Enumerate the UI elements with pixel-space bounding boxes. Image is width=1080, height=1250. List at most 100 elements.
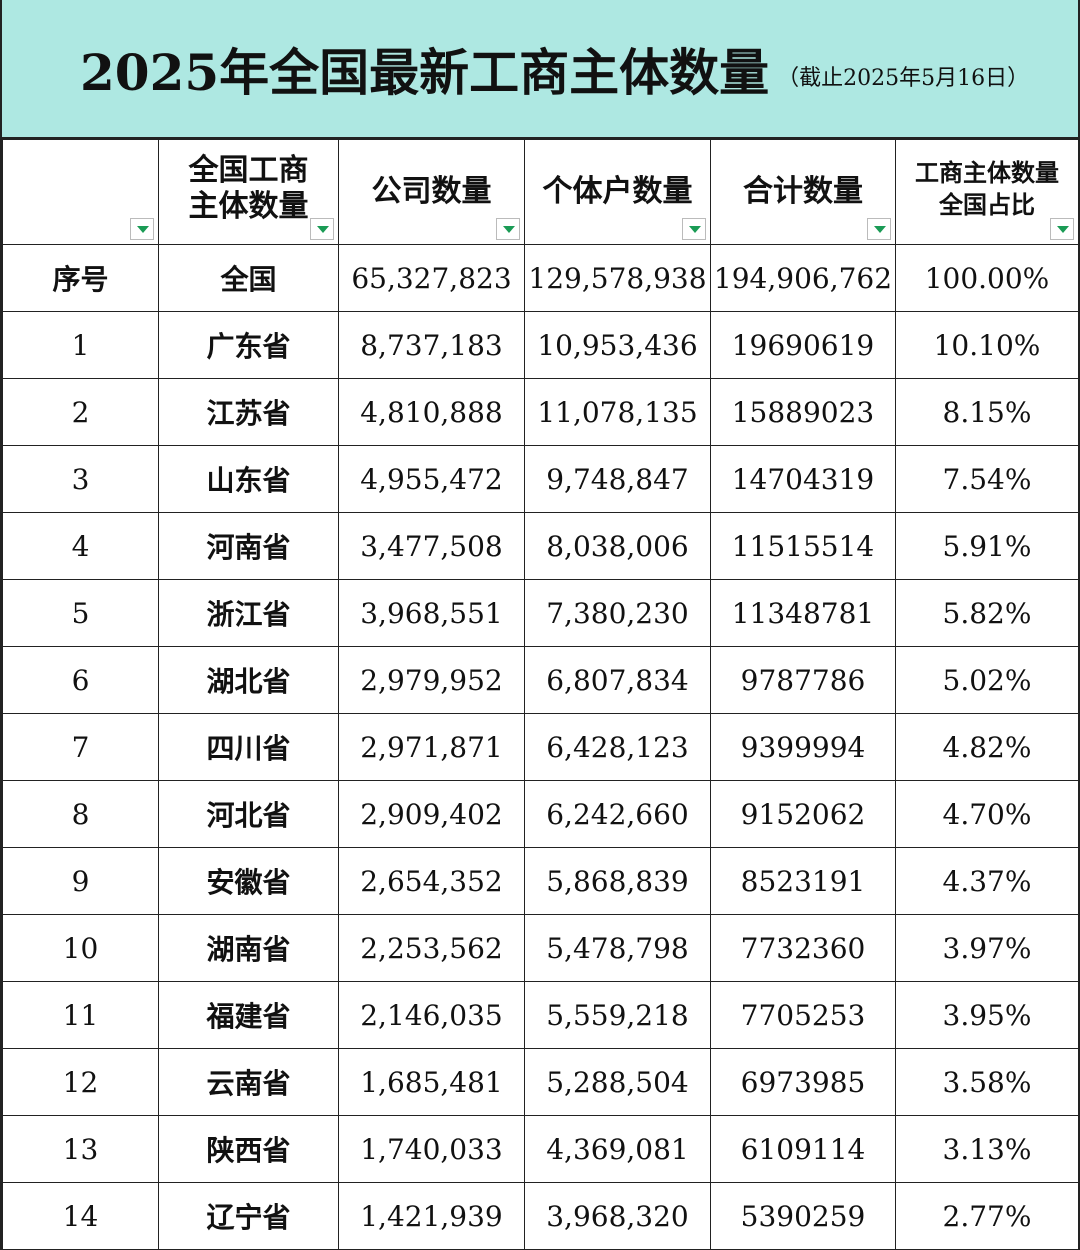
cell-index[interactable]: 10 [2,914,159,982]
cell-companies[interactable]: 2,979,952 [338,646,525,714]
cell-total[interactable]: 6109114 [710,1115,896,1183]
cell-share[interactable]: 8.15% [895,378,1079,446]
cell-share[interactable]: 100.00% [895,244,1079,312]
cell-region[interactable]: 湖北省 [158,646,339,714]
cell-companies[interactable]: 2,146,035 [338,981,525,1049]
cell-companies[interactable]: 1,740,033 [338,1115,525,1183]
filter-dropdown-icon[interactable] [867,218,891,240]
filter-dropdown-icon[interactable] [496,218,520,240]
cell-index[interactable]: 3 [2,445,159,513]
cell-index[interactable]: 序号 [2,244,159,312]
cell-index[interactable]: 6 [2,646,159,714]
cell-individual[interactable]: 3,968,320 [524,1182,711,1250]
cell-share[interactable]: 3.95% [895,981,1079,1049]
cell-total[interactable]: 14704319 [710,445,896,513]
cell-share[interactable]: 5.91% [895,512,1079,580]
cell-companies[interactable]: 1,685,481 [338,1048,525,1116]
cell-individual[interactable]: 5,868,839 [524,847,711,915]
filter-dropdown-icon[interactable] [1050,218,1074,240]
cell-index[interactable]: 1 [2,311,159,379]
cell-companies[interactable]: 4,810,888 [338,378,525,446]
cell-share[interactable]: 5.82% [895,579,1079,647]
cell-region[interactable]: 辽宁省 [158,1182,339,1250]
cell-individual[interactable]: 5,478,798 [524,914,711,982]
cell-index[interactable]: 11 [2,981,159,1049]
cell-index[interactable]: 9 [2,847,159,915]
cell-region[interactable]: 云南省 [158,1048,339,1116]
cell-region[interactable]: 陕西省 [158,1115,339,1183]
header-label: 工商主体数量 [915,158,1059,187]
cell-region[interactable]: 湖南省 [158,914,339,982]
cell-total[interactable]: 11515514 [710,512,896,580]
filter-dropdown-icon[interactable] [130,218,154,240]
cell-total[interactable]: 19690619 [710,311,896,379]
cell-total[interactable]: 6973985 [710,1048,896,1116]
cell-share[interactable]: 2.77% [895,1182,1079,1250]
page-title: 2025年全国最新工商主体数量 [80,42,770,102]
cell-total[interactable]: 15889023 [710,378,896,446]
cell-individual[interactable]: 4,369,081 [524,1115,711,1183]
cell-companies[interactable]: 3,477,508 [338,512,525,580]
cell-companies[interactable]: 1,421,939 [338,1182,525,1250]
cell-region[interactable]: 四川省 [158,713,339,781]
cell-region[interactable]: 广东省 [158,311,339,379]
cell-region[interactable]: 河南省 [158,512,339,580]
table-row-national: 序号 全国 65,327,823 129,578,938 194,906,762 100.… [2,244,1079,312]
cell-companies[interactable]: 2,253,562 [338,914,525,982]
cell-index[interactable]: 5 [2,579,159,647]
cell-total[interactable]: 9399994 [710,713,896,781]
cell-share[interactable]: 4.70% [895,780,1079,848]
cell-share[interactable]: 3.58% [895,1048,1079,1116]
cell-companies[interactable]: 3,968,551 [338,579,525,647]
cell-total[interactable]: 5390259 [710,1182,896,1250]
cell-individual[interactable]: 11,078,135 [524,378,711,446]
cell-companies[interactable]: 2,654,352 [338,847,525,915]
cell-index[interactable]: 4 [2,512,159,580]
title-bar: 2025年全国最新工商主体数量 （截止2025年5月16日） [2,0,1078,139]
cell-region[interactable]: 全国 [158,244,339,312]
cell-companies[interactable]: 65,327,823 [338,244,525,312]
cell-companies[interactable]: 8,737,183 [338,311,525,379]
cell-share[interactable]: 3.97% [895,914,1079,982]
cell-share[interactable]: 5.02% [895,646,1079,714]
cell-region[interactable]: 江苏省 [158,378,339,446]
cell-individual[interactable]: 6,807,834 [524,646,711,714]
cell-index[interactable]: 2 [2,378,159,446]
cell-total[interactable]: 8523191 [710,847,896,915]
cell-region[interactable]: 浙江省 [158,579,339,647]
cell-region[interactable]: 安徽省 [158,847,339,915]
cell-individual[interactable]: 5,559,218 [524,981,711,1049]
cell-companies[interactable]: 2,909,402 [338,780,525,848]
cell-individual[interactable]: 10,953,436 [524,311,711,379]
cell-individual[interactable]: 8,038,006 [524,512,711,580]
cell-individual[interactable]: 129,578,938 [524,244,711,312]
filter-dropdown-icon[interactable] [682,218,706,240]
cell-total[interactable]: 9787786 [710,646,896,714]
cell-individual[interactable]: 7,380,230 [524,579,711,647]
cell-share[interactable]: 4.82% [895,713,1079,781]
cell-total[interactable]: 7705253 [710,981,896,1049]
cell-individual[interactable]: 6,242,660 [524,780,711,848]
cell-individual[interactable]: 5,288,504 [524,1048,711,1116]
cell-share[interactable]: 3.13% [895,1115,1079,1183]
cell-total[interactable]: 194,906,762 [710,244,896,312]
cell-index[interactable]: 7 [2,713,159,781]
cell-companies[interactable]: 4,955,472 [338,445,525,513]
cell-index[interactable]: 13 [2,1115,159,1183]
cell-individual[interactable]: 9,748,847 [524,445,711,513]
cell-index[interactable]: 8 [2,780,159,848]
cell-index[interactable]: 14 [2,1182,159,1250]
cell-total[interactable]: 9152062 [710,780,896,848]
cell-total[interactable]: 11348781 [710,579,896,647]
filter-dropdown-icon[interactable] [310,218,334,240]
cell-share[interactable]: 10.10% [895,311,1079,379]
cell-region[interactable]: 福建省 [158,981,339,1049]
cell-region[interactable]: 河北省 [158,780,339,848]
cell-share[interactable]: 4.37% [895,847,1079,915]
cell-region[interactable]: 山东省 [158,445,339,513]
cell-total[interactable]: 7732360 [710,914,896,982]
cell-index[interactable]: 12 [2,1048,159,1116]
cell-share[interactable]: 7.54% [895,445,1079,513]
cell-companies[interactable]: 2,971,871 [338,713,525,781]
cell-individual[interactable]: 6,428,123 [524,713,711,781]
